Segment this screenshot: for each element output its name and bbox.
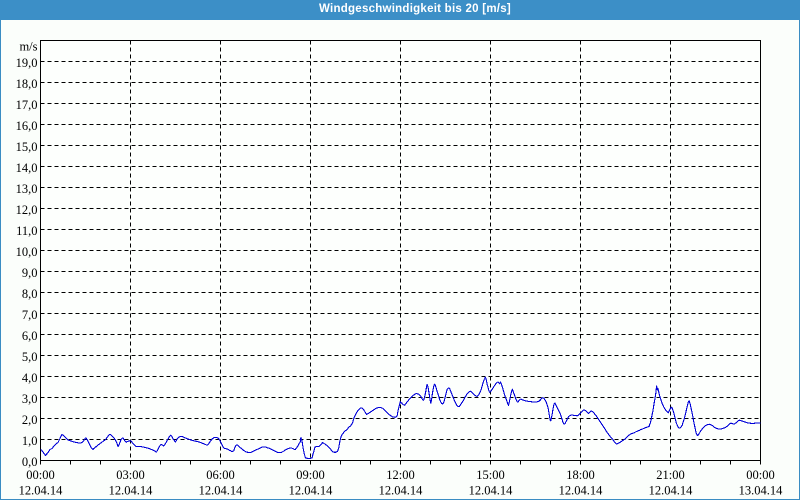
svg-text:19,0: 19,0 — [16, 56, 38, 70]
svg-text:12.04.14: 12.04.14 — [109, 484, 154, 498]
svg-text:12.04.14: 12.04.14 — [289, 484, 334, 498]
svg-text:18:00: 18:00 — [566, 468, 594, 482]
svg-text:12.04.14: 12.04.14 — [649, 484, 694, 498]
svg-text:12.04.14: 12.04.14 — [559, 484, 604, 498]
svg-text:m/s: m/s — [19, 40, 37, 54]
svg-text:3,0: 3,0 — [22, 392, 38, 406]
svg-text:06:00: 06:00 — [206, 468, 234, 482]
svg-text:12.04.14: 12.04.14 — [199, 484, 244, 498]
svg-text:21:00: 21:00 — [656, 468, 684, 482]
svg-text:15,0: 15,0 — [16, 140, 38, 154]
svg-text:03:00: 03:00 — [116, 468, 144, 482]
svg-text:00:00: 00:00 — [746, 468, 774, 482]
svg-text:9,0: 9,0 — [22, 266, 38, 280]
svg-text:2,0: 2,0 — [22, 413, 38, 427]
svg-text:15:00: 15:00 — [476, 468, 504, 482]
svg-text:13,0: 13,0 — [16, 182, 38, 196]
svg-text:12.04.14: 12.04.14 — [469, 484, 514, 498]
svg-text:5,0: 5,0 — [22, 350, 38, 364]
svg-text:00:00: 00:00 — [26, 468, 54, 482]
svg-text:16,0: 16,0 — [16, 119, 38, 133]
svg-text:12:00: 12:00 — [386, 468, 414, 482]
svg-text:11,0: 11,0 — [16, 224, 37, 238]
svg-text:6,0: 6,0 — [22, 329, 38, 343]
svg-text:18,0: 18,0 — [16, 77, 38, 91]
svg-text:12.04.14: 12.04.14 — [379, 484, 424, 498]
svg-text:09:00: 09:00 — [296, 468, 324, 482]
svg-text:4,0: 4,0 — [22, 371, 38, 385]
svg-text:7,0: 7,0 — [22, 308, 38, 322]
svg-text:14,0: 14,0 — [16, 161, 38, 175]
svg-text:13.04.14: 13.04.14 — [739, 484, 784, 498]
svg-text:1,0: 1,0 — [22, 434, 38, 448]
svg-text:17,0: 17,0 — [16, 98, 38, 112]
svg-text:8,0: 8,0 — [22, 287, 38, 301]
svg-text:12,0: 12,0 — [16, 203, 38, 217]
svg-text:12.04.14: 12.04.14 — [19, 484, 64, 498]
svg-text:10,0: 10,0 — [16, 245, 38, 259]
svg-text:0,0: 0,0 — [22, 455, 38, 469]
